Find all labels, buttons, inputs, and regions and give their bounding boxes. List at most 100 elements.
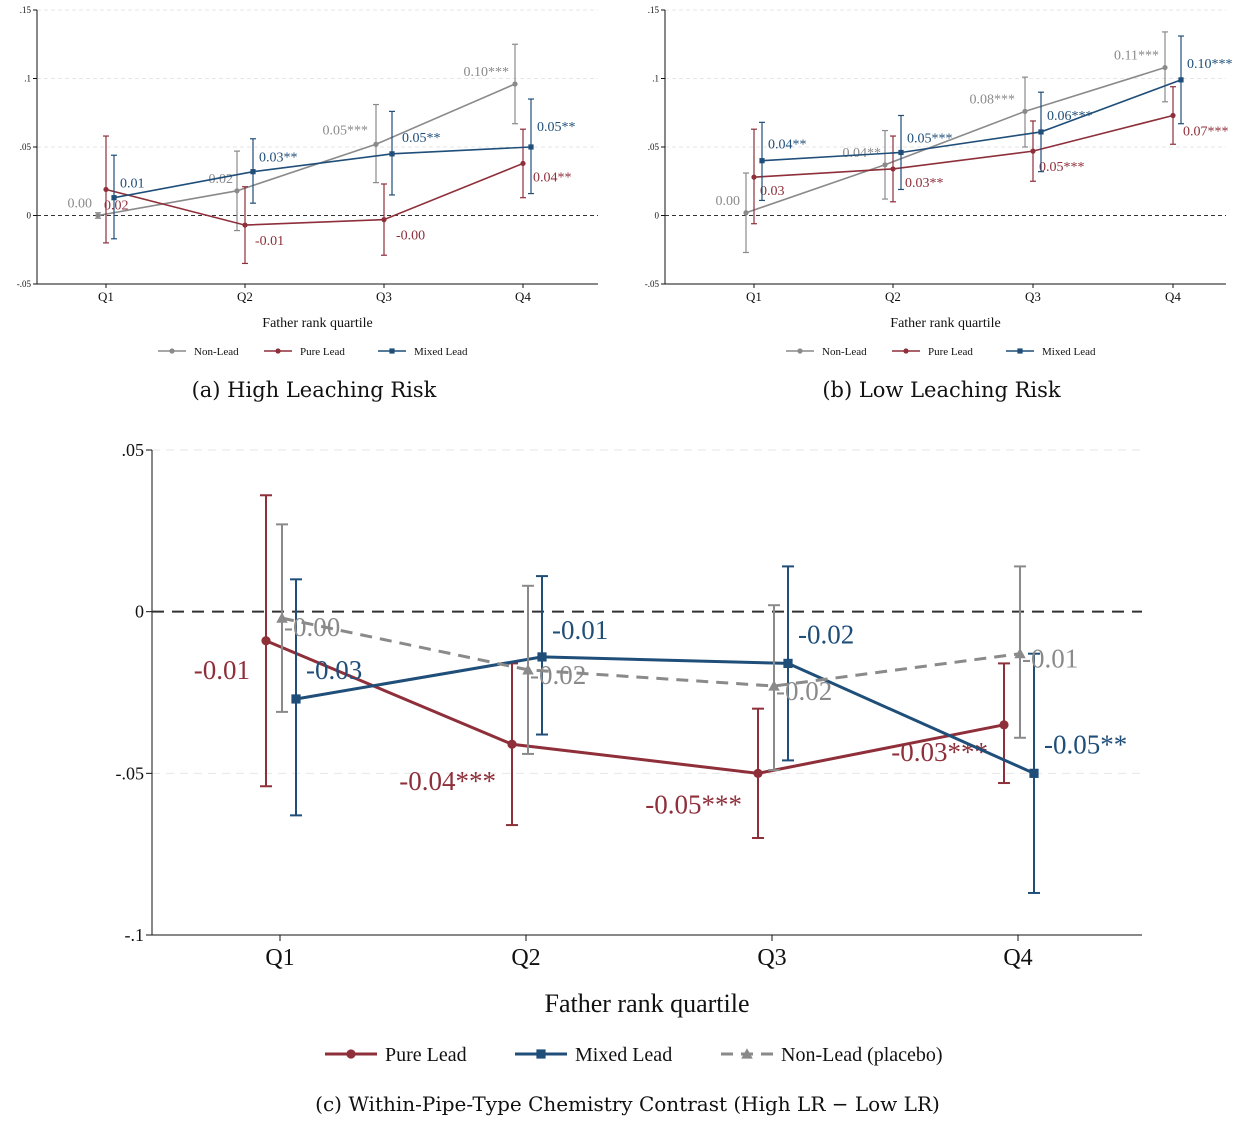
x-tick-label-2: Q3 [376, 289, 392, 304]
point-pure_lead-2 [753, 768, 763, 778]
point-mixed_lead-2 [389, 151, 395, 157]
point-non_lead-1 [234, 188, 240, 194]
x-axis-title: Father rank quartile [262, 316, 372, 331]
y-tick-label-0: -.05 [645, 279, 660, 289]
point-pure_lead-2 [1030, 148, 1036, 154]
data-label-mixed_lead-1: 0.05*** [907, 131, 953, 146]
y-tick-label-0: -.1 [125, 925, 145, 945]
x-tick-label-0: Q1 [98, 289, 114, 304]
x-tick-label-1: Q2 [237, 289, 253, 304]
point-non_lead-2 [768, 680, 780, 691]
legend: Non-Lead Pure Lead Mixed Lead [786, 346, 1096, 358]
line-mixed_lead [113, 146, 532, 199]
legend: Non-Lead Pure Lead Mixed Lead [158, 346, 468, 358]
y-tick-label-2: .05 [648, 142, 660, 152]
line-non_lead [97, 83, 516, 217]
point-mixed_lead-1 [537, 652, 547, 662]
data-label-mixed_lead-0: 0.01 [120, 177, 145, 192]
data-label-non_lead-0: 0.00 [716, 194, 741, 209]
data-label-mixed_lead-3: 0.05** [537, 120, 576, 135]
data-label-mixed_lead-0: 0.04** [768, 138, 807, 153]
legend-marker-non_lead [169, 348, 175, 354]
data-label-non_lead-1: -0.02 [530, 660, 586, 690]
y-tick-label-0: -.05 [17, 279, 32, 289]
data-label-pure_lead-3: 0.07*** [1183, 124, 1229, 139]
y-tick-label-2: 0 [135, 602, 144, 622]
y-tick-label-1: 0 [27, 210, 32, 220]
data-label-mixed_lead-3: 0.10*** [1187, 57, 1233, 72]
point-pure_lead-3 [1170, 112, 1176, 119]
x-tick-label-3: Q4 [515, 289, 531, 304]
x-tick-label-2: Q3 [757, 945, 786, 971]
point-non_lead-0 [276, 612, 288, 623]
data-label-pure_lead-3: -0.03*** [891, 737, 988, 767]
x-axis-title: Father rank quartile [544, 989, 749, 1018]
caption-b: (b) Low Leaching Risk [822, 378, 1061, 402]
data-label-mixed_lead-2: 0.05** [402, 131, 441, 146]
chart-high-leaching-risk: -.05 0 .05 .1 .15 Q1 Q2 Q3 Q4 Father rank quartil… [17, 5, 598, 358]
x-axis-title: Father rank quartile [890, 316, 1000, 331]
point-non_lead-3 [1162, 64, 1168, 71]
series-mixed-lead: 0.01 0.03** 0.05** 0.05** [111, 98, 576, 240]
data-label-non_lead-0: -0.00 [284, 612, 340, 642]
data-label-mixed_lead-0: -0.03 [306, 655, 362, 685]
line-mixed_lead [295, 655, 1035, 775]
data-label-pure_lead-2: -0.00 [396, 229, 425, 244]
legend-marker-pure_lead [275, 348, 281, 354]
y-tick-label-3: .1 [24, 73, 31, 83]
point-mixed_lead-0 [759, 158, 765, 164]
line-pure_lead [265, 639, 1005, 775]
point-mixed_lead-2 [1038, 129, 1044, 135]
data-label-pure_lead-0: 0.03 [760, 184, 785, 199]
series-pure-lead: -0.01 -0.04*** -0.05*** -0.03*** [194, 494, 1010, 839]
x-tick-label-2: Q3 [1025, 289, 1041, 304]
point-pure_lead-2 [381, 217, 387, 223]
x-tick-label-3: Q4 [1003, 945, 1032, 971]
y-tick-label-2: .05 [20, 142, 32, 152]
line-mixed_lead [761, 79, 1182, 162]
legend-marker-non_lead [741, 1048, 753, 1059]
point-mixed_lead-1 [250, 169, 256, 175]
point-non_lead-0 [95, 212, 101, 219]
data-label-mixed_lead-2: -0.02 [798, 619, 854, 649]
data-label-mixed_lead-3: -0.05** [1044, 729, 1127, 759]
point-mixed_lead-3 [1029, 768, 1039, 778]
panel-low-leaching-risk: -.05 0 .05 .1 .15 Q1 Q2 Q3 Q4 Father rank quartil… [628, 0, 1255, 420]
line-pure_lead [105, 162, 524, 226]
data-label-pure_lead-2: -0.05*** [645, 789, 742, 819]
legend-label-mixed_lead: Mixed Lead [1042, 346, 1096, 358]
y-tick-label-4: .15 [20, 5, 32, 15]
data-label-pure_lead-1: 0.03** [905, 176, 944, 191]
data-label-pure_lead-1: -0.04*** [399, 766, 496, 796]
x-tick-label-3: Q4 [1165, 289, 1181, 304]
legend-marker-pure_lead [903, 348, 909, 354]
series-non-lead: 0.00 0.04** 0.08*** 0.11*** [716, 31, 1168, 254]
data-label-mixed_lead-2: 0.06*** [1047, 109, 1093, 124]
data-label-pure_lead-2: 0.05*** [1039, 160, 1085, 175]
line-pure_lead [753, 114, 1174, 178]
point-mixed_lead-3 [1178, 77, 1184, 83]
legend-label-pure_lead: Pure Lead [385, 1044, 467, 1066]
point-pure_lead-3 [520, 160, 526, 167]
series-mixed-lead: 0.04** 0.05*** 0.06*** 0.10*** [759, 35, 1233, 202]
x-tick-label-0: Q1 [265, 945, 294, 971]
data-label-non_lead-1: 0.02 [209, 172, 234, 187]
point-mixed_lead-1 [898, 149, 904, 156]
x-tick-label-1: Q2 [885, 289, 901, 304]
data-label-pure_lead-0: -0.01 [194, 655, 250, 685]
data-label-mixed_lead-1: 0.03** [259, 151, 298, 166]
data-label-non_lead-0: 0.00 [68, 197, 93, 212]
series-non-lead: -0.00 -0.02 -0.02 -0.01 [276, 523, 1078, 772]
x-tick-label-0: Q1 [746, 289, 762, 304]
legend-marker-mixed_lead [1017, 348, 1023, 354]
chart-low-leaching-risk: -.05 0 .05 .1 .15 Q1 Q2 Q3 Q4 Father rank quartil… [645, 5, 1233, 358]
legend-label-mixed_lead: Mixed Lead [575, 1044, 672, 1066]
data-label-non_lead-1: 0.04** [843, 146, 882, 161]
y-tick-label-1: -.05 [116, 763, 145, 783]
data-label-pure_lead-0: 0.02 [104, 198, 129, 213]
point-pure_lead-0 [751, 174, 757, 180]
data-label-non_lead-3: -0.01 [1022, 644, 1078, 674]
caption-a: (a) High Leaching Risk [191, 378, 437, 402]
data-label-non_lead-2: 0.05*** [323, 123, 369, 138]
point-mixed_lead-0 [111, 195, 117, 201]
